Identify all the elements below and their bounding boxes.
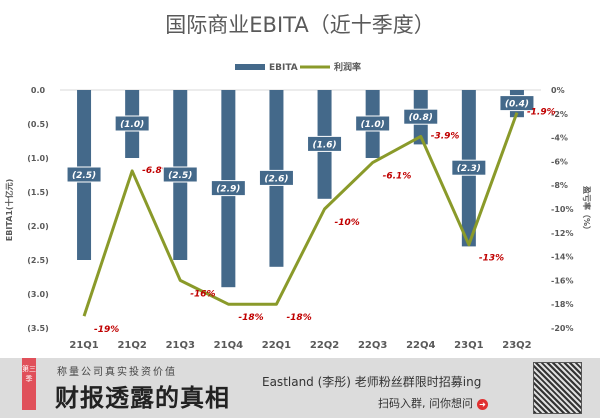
y-tick-label: (1.0): [27, 154, 48, 163]
bar-data-label: (0.4): [505, 100, 529, 110]
bar-label-box: [451, 159, 487, 176]
y2-axis-title: 盈亏率（%）: [582, 185, 592, 234]
bar-label-box: [355, 115, 391, 132]
y2-tick-label: 0%: [551, 86, 565, 95]
cta-text: 扫码入群, 问你想问: [378, 397, 473, 410]
margin-data-label: -13%: [479, 254, 504, 264]
y2-tick-label: -2%: [551, 110, 568, 119]
banner-headline: 财报透露的真相: [55, 383, 230, 412]
bar-label-box: [162, 166, 198, 183]
y2-tick-label: -10%: [551, 205, 573, 214]
y2-tick-label: -12%: [551, 229, 573, 238]
bar-data-label: (2.6): [264, 174, 288, 184]
bar-label-box: [307, 135, 343, 152]
bar-label-box: [499, 95, 535, 112]
margin-data-label: -18%: [286, 313, 311, 323]
legend: EBITA 利润率: [235, 61, 361, 73]
bar-data-label: (2.5): [72, 171, 96, 181]
legend-ebita-label: EBITA: [269, 63, 298, 73]
banner-promo-text: Eastland (李彤) 老师粉丝群限时招募ing: [262, 375, 482, 389]
bar-data-label: (2.3): [457, 164, 481, 174]
y2-tick-label: -6%: [551, 157, 568, 166]
bar-label-box: [210, 180, 246, 197]
bar-label-box: [258, 169, 294, 186]
bar-label-box: [114, 115, 150, 132]
legend-ebita-swatch: [235, 64, 265, 70]
margin-data-label: -3.9%: [431, 131, 460, 141]
x-tick-label: 22Q4: [406, 340, 435, 351]
y-tick-label: (3.5): [27, 324, 48, 333]
margin-data-label: -6.8%: [142, 166, 171, 176]
bar-data-label: (2.5): [168, 171, 192, 181]
y2-tick-label: -14%: [551, 253, 573, 262]
margin-data-label: -19%: [94, 325, 119, 335]
margin-line: [82, 112, 519, 317]
margin-data-label: -18%: [238, 313, 263, 323]
y2-tick-label: -18%: [551, 300, 573, 309]
arrow-right-icon: ➜: [477, 399, 488, 410]
y-tick-label: (1.5): [27, 188, 48, 197]
x-tick-label: 21Q2: [117, 340, 146, 351]
bar-label-box: [403, 108, 439, 125]
bar-label-box: [66, 166, 102, 183]
x-tick-label: 22Q3: [358, 340, 387, 351]
y-tick-label: (2.0): [27, 222, 48, 231]
margin-data-label: -16%: [190, 289, 215, 299]
bar-data-label: (2.9): [216, 185, 240, 195]
x-tick-label: 23Q2: [502, 340, 531, 351]
x-tick-label: 22Q2: [310, 340, 339, 351]
x-tick-label: 21Q3: [166, 340, 195, 351]
x-tick-label: 23Q1: [454, 340, 483, 351]
y2-tick-label: -16%: [551, 276, 573, 285]
banner-subtitle: 称量公司真实投资价值: [57, 367, 177, 378]
y-axis-title: EBITA1(十亿元): [4, 179, 14, 241]
y-tick-label: (2.5): [27, 256, 48, 265]
y-tick-label: 0.0: [31, 86, 46, 95]
y2-tick-label: -8%: [551, 181, 568, 190]
chart-title: 国际商业EBITA（近十季度）: [165, 13, 434, 37]
x-tick-label: 21Q4: [214, 340, 243, 351]
season-ribbon: 第三季: [22, 358, 36, 410]
margin-data-label: -10%: [335, 218, 360, 228]
x-tick-label: 22Q1: [262, 340, 291, 351]
margin-data-label: -6.1%: [383, 172, 412, 182]
qr-code: [533, 362, 582, 414]
y-tick-label: (3.0): [27, 290, 48, 299]
x-tick-label: 21Q1: [69, 340, 98, 351]
bar-data-label: (1.0): [120, 120, 144, 130]
legend-margin-label: 利润率: [333, 61, 361, 73]
bar-data-label: (0.8): [409, 113, 433, 123]
y2-tick-label: -20%: [551, 324, 573, 333]
margin-data-label: -1.9%: [527, 108, 556, 118]
promo-banner[interactable]: 第三季 称量公司真实投资价值 财报透露的真相 Eastland (李彤) 老师粉…: [0, 358, 600, 418]
y2-tick-label: -4%: [551, 134, 568, 143]
bar-data-label: (1.6): [312, 140, 336, 150]
y-tick-label: (0.5): [27, 120, 48, 129]
bar-data-label: (1.0): [361, 120, 385, 130]
chart: 国际商业EBITA（近十季度） EBITA 利润率 EBITA1(十亿元) 盈亏…: [4, 13, 592, 351]
banner-cta[interactable]: 扫码入群, 问你想问 ➜: [378, 395, 488, 411]
